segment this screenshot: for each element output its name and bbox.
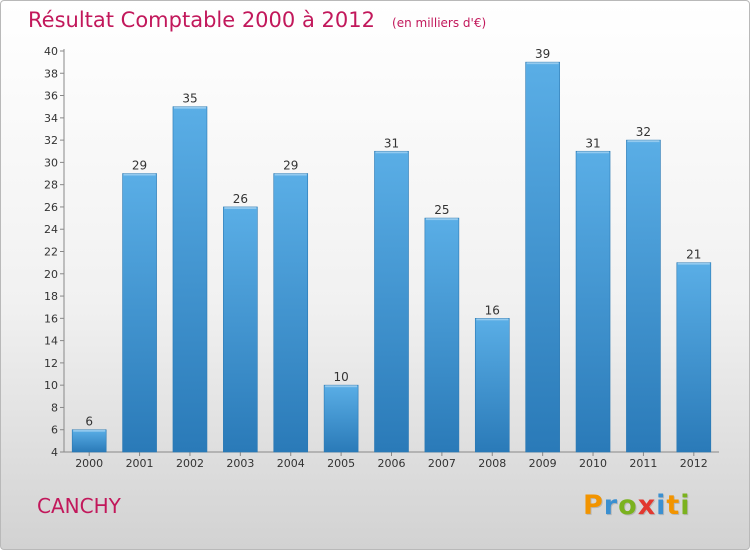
data-label: 21 [686,248,701,262]
y-tick-label: 6 [51,424,58,437]
logo-letter: i [680,490,691,521]
bar-highlight [526,62,559,65]
city-name: CANCHY [37,494,121,518]
proxiti-logo: Proxiti [583,490,691,521]
y-tick-label: 30 [44,156,58,169]
bar-highlight [274,173,307,176]
y-tick-label: 24 [44,223,58,236]
data-label: 6 [85,415,93,429]
logo-letter: x [637,490,657,521]
chart-subtitle: (en milliers d'€) [392,16,487,30]
data-label: 25 [434,203,449,217]
x-tick-label: 2000 [75,457,103,470]
bar-highlight [677,262,710,265]
x-tick-label: 2003 [226,457,254,470]
y-tick-label: 14 [44,335,58,348]
data-label: 32 [636,125,651,139]
y-tick-label: 16 [44,312,58,325]
data-label: 10 [333,370,348,384]
data-label: 31 [384,136,399,150]
bar-highlight [123,173,156,176]
bar-highlight [425,218,458,221]
x-tick-label: 2012 [680,457,708,470]
y-tick-label: 38 [44,67,58,80]
bar-highlight [173,106,206,109]
bar-highlight [73,429,106,432]
y-tick-label: 8 [51,401,58,414]
logo-letter: P [583,490,604,521]
x-tick-label: 2011 [629,457,657,470]
bar [374,150,409,453]
chart-header: Résultat Comptable 2000 à 2012 (en milli… [28,8,486,32]
bar [424,217,460,453]
data-label: 16 [485,303,500,317]
y-tick-label: 40 [44,45,58,58]
x-tick-label: 2007 [428,457,456,470]
bar-highlight [627,140,660,143]
bar [172,106,208,453]
y-tick-label: 18 [44,290,58,303]
bar [323,384,359,453]
chart-bars [71,61,712,453]
x-tick-label: 2009 [529,457,557,470]
bar-highlight [476,318,509,321]
y-tick-label: 32 [44,134,58,147]
x-tick-label: 2005 [327,457,355,470]
y-tick-label: 20 [44,268,58,281]
chart-title: Résultat Comptable 2000 à 2012 [28,8,375,32]
y-tick-label: 34 [44,112,58,125]
bar-highlight [224,206,257,209]
bar [122,173,157,453]
bar [223,206,258,453]
y-tick-label: 10 [44,379,58,392]
data-label: 39 [535,47,550,61]
y-tick-label: 28 [44,179,58,192]
y-tick-label: 22 [44,246,58,259]
x-tick-label: 2001 [126,457,154,470]
bar [626,139,661,453]
y-tick-label: 12 [44,357,58,370]
chart-axes: 4 6 8 10 12 14 16 18 20 22 24 26 28 30 32 34 36 38 40 [44,45,719,459]
bar [273,173,309,453]
x-tick-label: 2006 [378,457,406,470]
bar [525,61,560,453]
y-tick-label: 26 [44,201,58,214]
bar-highlight [577,151,610,154]
data-label: 29 [283,159,298,173]
bar [575,150,611,453]
bar [676,262,712,453]
bar-highlight [375,151,408,154]
logo-letter: i [656,490,667,521]
data-label: 31 [585,136,600,150]
x-tick-label: 2008 [478,457,506,470]
data-label: 26 [233,192,248,206]
x-tick-label: 2002 [176,457,204,470]
y-tick-label: 4 [51,446,58,459]
logo-letter: t [666,490,681,521]
logo-letter: o [618,490,638,521]
x-tick-label: 2004 [277,457,305,470]
y-tick-label: 36 [44,90,58,103]
bar-highlight [325,385,358,388]
data-label: 29 [132,159,147,173]
x-tick-label: 2010 [579,457,607,470]
bar [474,318,510,453]
data-label: 35 [182,92,197,106]
logo-letter: r [603,490,619,521]
bar [71,429,107,453]
chart-labels: 6 2000 29 2001 35 2002 26 2003 29 2004 10 2005 31 200… [75,47,708,470]
